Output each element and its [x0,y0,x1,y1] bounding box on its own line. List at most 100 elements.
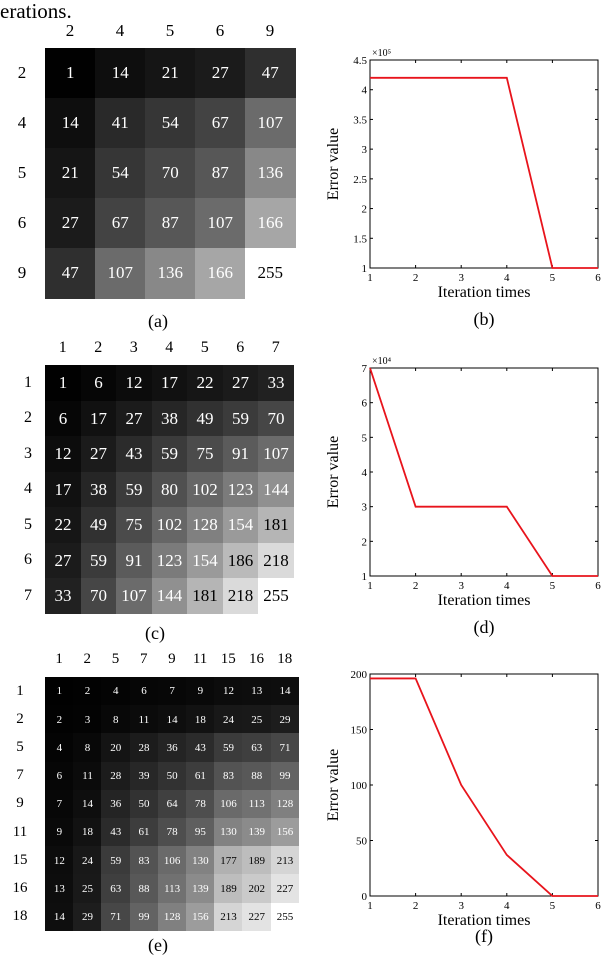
matrix-cell: 12 [45,846,74,875]
x-tick-label: 4 [504,272,510,284]
row-header: 2 [24,409,32,427]
y-tick-label: 4.5 [353,55,367,67]
row-header: 4 [24,480,32,498]
matrix-cell: 17 [151,365,188,401]
matrix-cell: 12 [214,677,243,706]
col-header: 4 [165,339,174,356]
col-header: 6 [215,21,225,40]
y-tick-label: 150 [351,725,368,737]
matrix-cell: 107 [245,98,296,149]
matrix-cell: 27 [45,542,81,579]
matrix-cell: 75 [187,436,223,472]
col-header: 16 [248,650,264,667]
matrix-cell: 38 [80,471,117,508]
matrix-cell: 59 [151,436,188,472]
col-header: 5 [165,21,175,40]
row-header: 11 [12,823,28,840]
matrix-cell: 113 [242,789,272,819]
matrix-cell: 189 [242,846,272,875]
row-header: 2 [17,63,27,82]
x-tick-label: 6 [595,900,601,912]
matrix-cell: 139 [186,874,215,904]
matrix-cell: 130 [186,846,215,875]
matrix-cell: 139 [242,818,272,847]
matrix-cell: 166 [245,198,296,249]
y-tick-label: 3.5 [353,114,367,126]
y-tick-label: 2 [362,536,368,548]
matrix-cell: 43 [116,436,152,472]
matrix-cell: 128 [157,902,187,932]
col-header: 18 [277,650,293,667]
matrix-cell: 218 [222,578,259,614]
matrix-cell: 27 [116,400,152,437]
matrix-cell: 38 [151,400,188,437]
matrix-cell: 181 [187,578,223,614]
row-header: 15 [12,851,28,868]
row-header: 18 [12,908,28,925]
matrix-cell: 156 [186,902,215,932]
col-header: 2 [83,650,92,667]
matrix-cell: 20 [101,733,131,763]
x-tick-label: 4 [504,900,510,912]
x-tick-label: 1 [367,580,373,592]
matrix-cell: 87 [195,148,246,199]
matrix-cell: 2 [73,677,102,706]
matrix-cell: 136 [245,148,296,199]
error-chart-d: 1 2 3 4 5 6 1 2 3 4 5 6 7 ×10⁴ Iteration times Error va… [325,356,601,638]
y-tick-label: 3 [362,144,368,156]
row-header: 3 [24,444,32,462]
matrix-cell: 49 [187,400,223,437]
matrix-cell: 28 [129,733,159,763]
error-series-line [370,677,598,897]
matrix-cell: 67 [95,198,146,249]
y-tick-label: 4 [362,85,368,97]
matrix-cell: 22 [45,507,81,543]
matrix-cell: 255 [270,902,300,932]
row-header: 2 [16,710,24,727]
x-tick-label: 1 [367,900,373,912]
row-header: 7 [24,586,32,604]
matrix-cell: 25 [73,874,102,904]
matrix-cell: 91 [116,542,152,579]
col-header: 6 [236,339,245,356]
col-header: 5 [200,339,209,356]
row-header: 1 [16,682,24,699]
matrix-cell: 123 [222,471,259,508]
x-tick-label: 2 [413,580,419,592]
row-header: 6 [17,213,27,232]
matrix-cell: 13 [242,677,272,706]
matrix-cell: 70 [258,400,294,437]
y-tick-label: 0 [362,891,368,903]
subfigure-label: (b) [474,309,495,330]
matrix-cell: 59 [214,733,243,763]
x-axis-label: Iteration times [438,284,531,301]
x-tick-label: 3 [458,900,464,912]
matrix-cell: 49 [80,507,117,543]
x-tick-label: 1 [367,272,373,284]
matrix-cell: 22 [187,365,223,401]
matrix-cell: 13 [45,874,74,904]
y-exponent-label: ×10⁵ [372,48,391,59]
matrix-cell: 14 [45,98,96,149]
matrix-cell: 59 [80,542,117,579]
col-header: 3 [129,339,138,356]
y-tick-label: 7 [362,363,368,375]
x-tick-label: 3 [458,580,464,592]
y-tick-label: 1 [362,571,368,583]
x-tick-label: 6 [595,580,601,592]
matrix-cell: 54 [95,148,146,199]
matrix-cell: 63 [101,874,131,904]
matrix-cell: 106 [214,789,243,819]
label-a: (a) [148,311,168,331]
col-header: 11 [192,650,208,667]
matrix-cell: 9 [186,677,215,706]
matrix-cell: 4 [101,677,131,706]
x-tick-label: 5 [550,900,556,912]
matrix-cell: 21 [45,148,96,199]
matrix-cell: 255 [245,248,296,299]
matrix-cell: 107 [195,198,246,249]
matrix-cell: 83 [129,846,159,875]
x-tick-label: 5 [550,580,556,592]
matrix-cell: 144 [151,578,188,614]
x-tick-label: 5 [550,272,556,284]
